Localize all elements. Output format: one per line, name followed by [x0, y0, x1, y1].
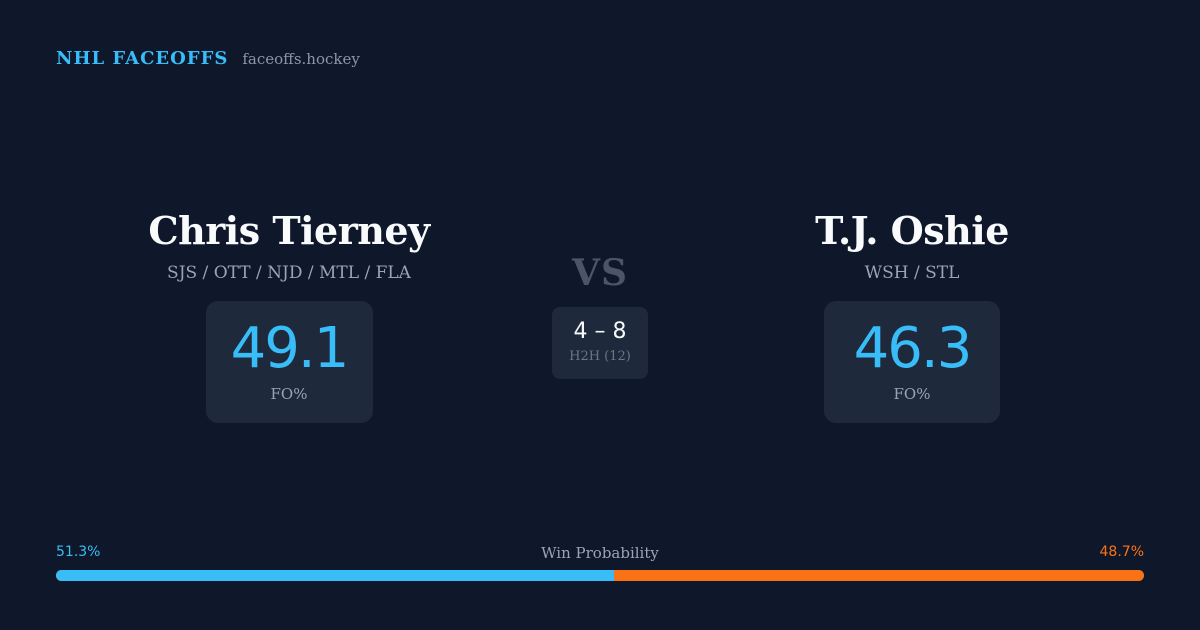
player-left-fo-label: FO%: [270, 385, 308, 403]
player-left-stat-card: 49.1 FO%: [205, 301, 373, 423]
player-left: Chris Tierney SJS / OTT / NJD / MTL / FL…: [79, 205, 499, 423]
player-left-name: Chris Tierney: [148, 208, 430, 253]
brand-name: NHL FACEOFFS: [56, 48, 229, 69]
brand-header: NHL FACEOFFS faceoffs.hockey: [56, 48, 360, 69]
win-probability-left: 51.3%: [56, 544, 101, 560]
win-probability-bar-left: [56, 570, 615, 581]
player-left-fo-value: 49.1: [230, 316, 350, 381]
win-probability-bar-right: [614, 570, 1144, 581]
brand-site: faceoffs.hockey: [242, 50, 360, 68]
player-right-name: T.J. Oshie: [815, 208, 1009, 253]
win-probability-labels: 51.3% Win Probability 48.7%: [56, 544, 1144, 564]
player-left-teams: SJS / OTT / NJD / MTL / FLA: [167, 263, 411, 283]
player-right-stat-card: 46.3 FO%: [824, 301, 1000, 423]
player-right: T.J. Oshie WSH / STL 46.3 FO%: [702, 205, 1122, 423]
win-probability-bar: [56, 570, 1144, 581]
vs-label: VS: [572, 252, 628, 294]
win-probability-title: Win Probability: [541, 544, 659, 562]
player-right-fo-label: FO%: [893, 385, 931, 403]
h2h-card: 4 – 8 H2H (12): [552, 307, 648, 379]
h2h-label: H2H (12): [569, 349, 631, 364]
win-probability-right: 48.7%: [1099, 544, 1144, 560]
player-right-teams: WSH / STL: [864, 263, 960, 283]
player-right-fo-value: 46.3: [853, 316, 973, 381]
h2h-score: 4 – 8: [573, 319, 627, 344]
